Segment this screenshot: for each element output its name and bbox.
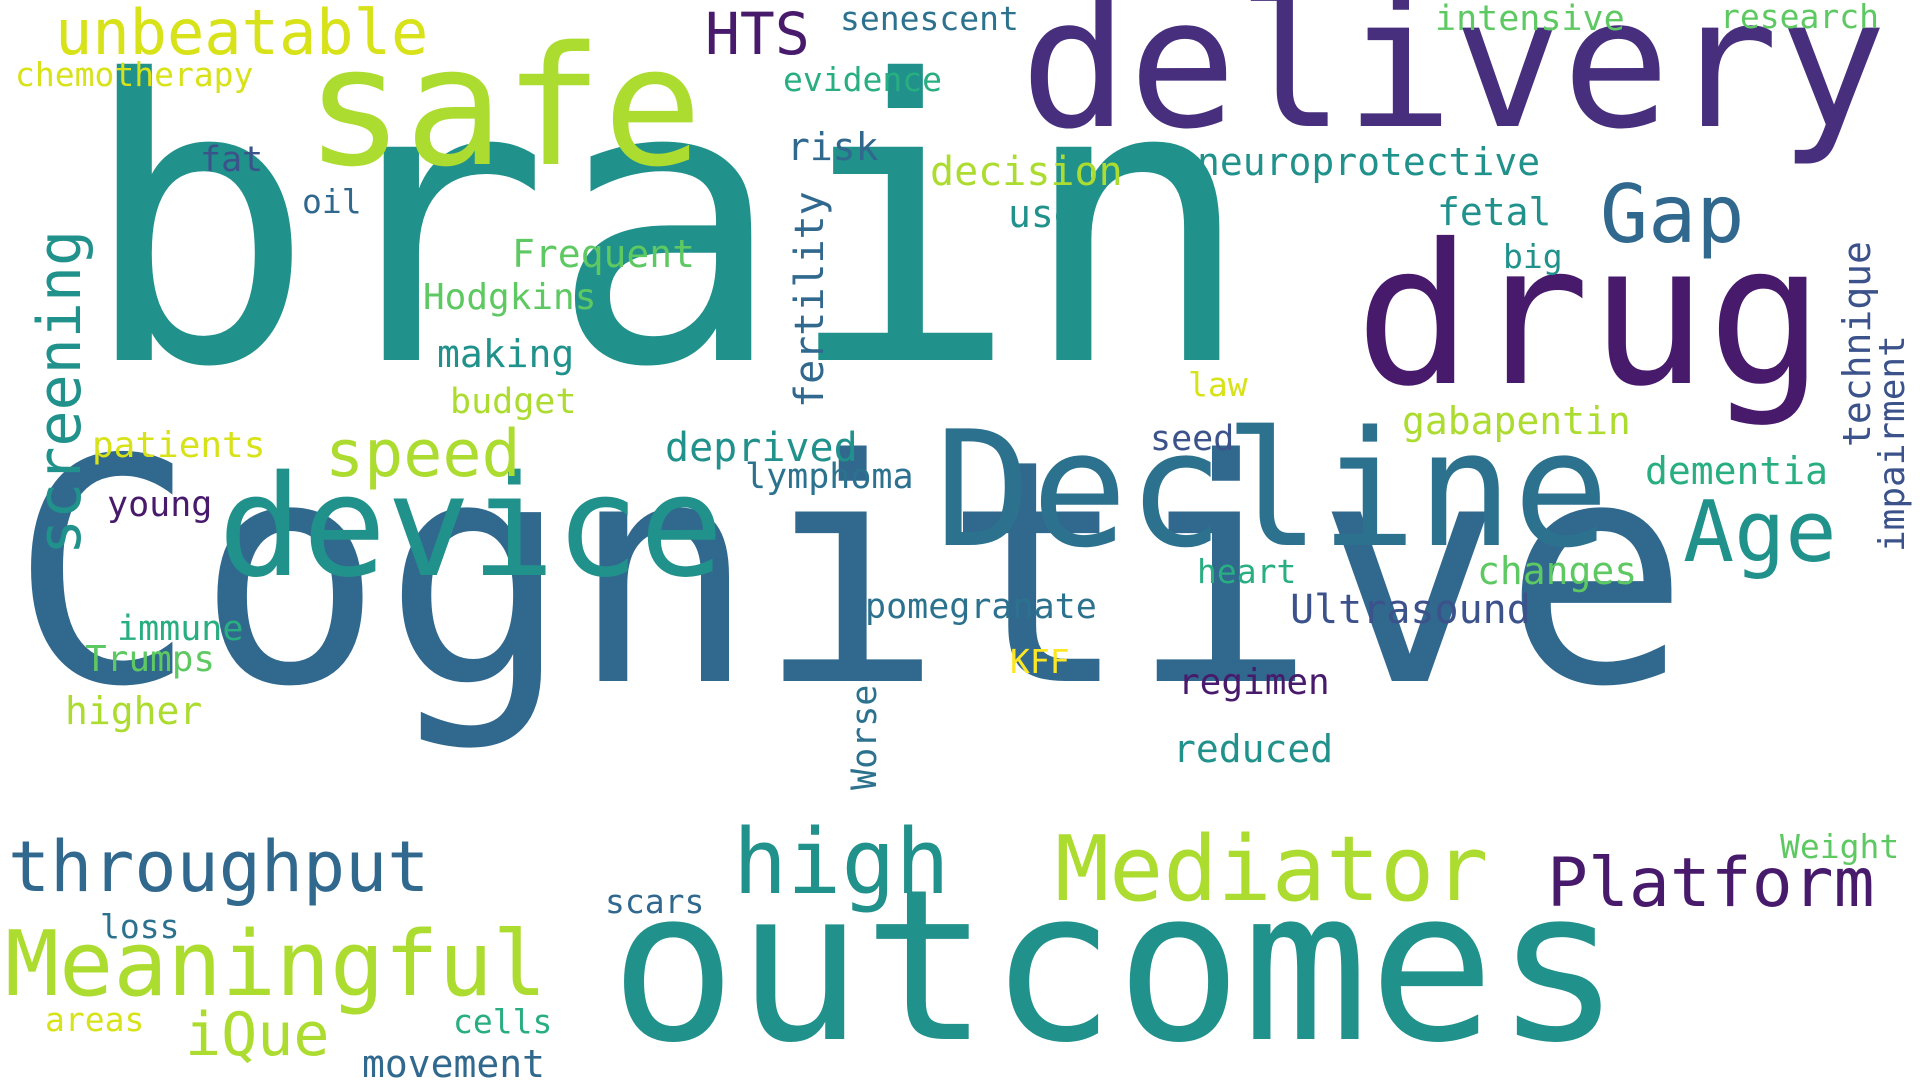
word-decision: decision (930, 149, 1123, 195)
word-dementia: dementia (1645, 449, 1829, 493)
word-hodgkins: Hodgkins (423, 277, 597, 318)
word-cognitive: Cognitive (10, 394, 1690, 755)
word-worse: Worse (845, 684, 885, 790)
word-pomegranate: pomegranate (865, 587, 1097, 627)
word-delivery: delivery (1020, 0, 1887, 169)
word-lymphoma: lymphoma (745, 457, 914, 497)
word-ultrasound: Ultrasound (1290, 587, 1531, 633)
word-high: high (733, 810, 950, 915)
word-areas: areas (45, 1000, 145, 1039)
word-outcomes: outcomes (610, 844, 1622, 1080)
word-big: big (1503, 237, 1563, 276)
word-gabapentin: gabapentin (1402, 399, 1631, 443)
word-law: law (1188, 365, 1248, 404)
word-neuroprotective: neuroprotective (1197, 140, 1541, 184)
word-risk: risk (787, 125, 879, 169)
word-kff: KFF (1010, 642, 1070, 681)
word-weight: Weight (1780, 827, 1900, 866)
word-chemotherapy: chemotherapy (15, 55, 254, 94)
word-changes: changes (1477, 549, 1638, 593)
word-speed: speed (325, 417, 521, 492)
word-cells: cells (453, 1002, 553, 1041)
word-impairment: impairment (1872, 335, 1913, 552)
word-higher: higher (65, 689, 203, 733)
word-young: young (107, 485, 213, 525)
word-senescent: senescent (840, 0, 1019, 38)
word-fetal: fetal (1437, 190, 1552, 234)
word-platform: Platform (1547, 844, 1875, 923)
word-reduced: reduced (1173, 727, 1334, 771)
word-deprived: deprived (665, 425, 858, 471)
word-fat: fat (200, 140, 264, 180)
word-age: Age (1683, 483, 1837, 582)
word-hts: HTS (705, 0, 810, 68)
word-throughput: throughput (8, 826, 430, 908)
word-safe: safe (305, 11, 703, 203)
word-seed: seed (1150, 419, 1235, 459)
word-scars: scars (605, 882, 705, 921)
word-research: research (1720, 0, 1879, 36)
word-regimen: regimen (1178, 662, 1330, 703)
word-intensive: intensive (1435, 0, 1625, 39)
word-ique: iQue (185, 1000, 330, 1070)
word-drug: drug (1355, 202, 1825, 429)
word-gap: Gap (1600, 168, 1745, 261)
word-budget: budget (450, 382, 577, 422)
word-loss: loss (100, 907, 180, 946)
word-mediator: Mediator (1055, 817, 1489, 922)
word-unbeatable: unbeatable (55, 0, 429, 69)
word-heart: heart (1197, 552, 1297, 591)
word-frequent: Frequent (512, 232, 696, 276)
word-trumps: Trumps (85, 639, 216, 680)
word-oil: oil (302, 182, 362, 221)
word-technique: technique (1835, 241, 1879, 447)
word-fertility: fertility (787, 191, 833, 408)
word-use: use (1008, 192, 1077, 236)
word-patients: patients (92, 425, 266, 466)
word-screening: screening (25, 229, 95, 555)
word-evidence: evidence (783, 60, 942, 99)
word-decline: Decline (935, 396, 1610, 583)
word-brain: brain (80, 0, 1254, 452)
word-immune: immune (117, 609, 244, 649)
word-device: device (218, 446, 724, 609)
word-meaningful: Meaningful (5, 912, 547, 1017)
word-movement: movement (362, 1042, 546, 1080)
word-making: making (437, 332, 575, 376)
